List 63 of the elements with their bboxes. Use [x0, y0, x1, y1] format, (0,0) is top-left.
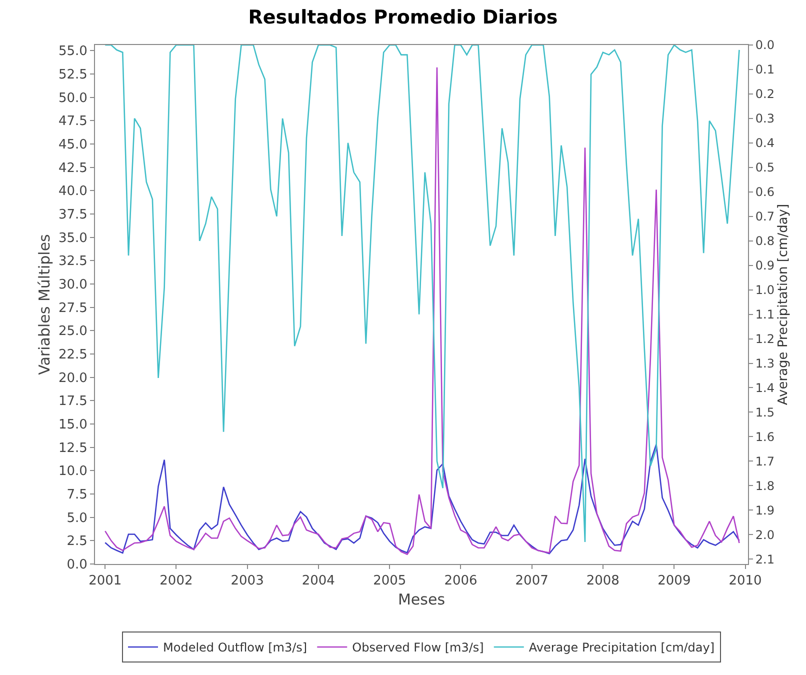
- y-tick-label: 55.0: [58, 44, 88, 60]
- legend-label: Modeled Outflow [m3/s]: [163, 640, 308, 655]
- y2-tick-label: 1.3: [755, 356, 774, 370]
- y-tick-label: 37.5: [58, 208, 88, 223]
- x-tick-label: 2006: [444, 574, 478, 589]
- y2-tick-label: 0.5: [755, 160, 774, 175]
- y2-tick-label: 0.0: [755, 38, 774, 52]
- legend-label: Observed Flow [m3/s]: [352, 640, 484, 655]
- y-tick-label: 52.5: [58, 67, 88, 82]
- y-tick-label: 12.5: [58, 440, 88, 456]
- y-tick-label: 2.5: [66, 534, 88, 550]
- y2-tick-label: 2.1: [755, 552, 774, 566]
- y2-tick-label: 1.7: [755, 454, 774, 468]
- x-axis-title: Meses: [398, 590, 446, 609]
- y2-tick-label: 1.0: [755, 283, 774, 298]
- y-tick-label: 7.5: [66, 488, 88, 503]
- y-tick-label: 25.0: [58, 324, 88, 340]
- y-tick-label: 5.0: [66, 510, 88, 526]
- y-tick-label: 27.5: [58, 300, 88, 316]
- y2-tick-label: 0.7: [755, 210, 774, 224]
- y2-tick-label: 0.3: [755, 112, 774, 126]
- y-tick-label: 32.5: [58, 254, 88, 270]
- x-tick-label: 2002: [160, 574, 193, 589]
- y-axis-title: Variables Múltiples: [36, 234, 54, 375]
- y-tick-label: 30.0: [58, 278, 88, 293]
- y-tick-label: 47.5: [58, 114, 88, 130]
- y2-tick-label: 1.6: [755, 430, 774, 444]
- y-tick-label: 17.5: [58, 394, 88, 410]
- x-tick-label: 2009: [658, 574, 691, 589]
- y2-axis-title: Average Precipitation [cm/day]: [776, 204, 792, 406]
- x-tick-label: 2001: [88, 574, 122, 589]
- y2-tick-label: 0.8: [755, 234, 774, 248]
- chart-title: Resultados Promedio Diarios: [248, 6, 558, 28]
- y2-tick-label: 1.8: [755, 478, 774, 493]
- y-tick-label: 40.0: [58, 184, 88, 200]
- x-tick-label: 2007: [515, 574, 548, 589]
- legend-label: Average Precipitation [cm/day]: [528, 640, 715, 655]
- x-tick-label: 2005: [373, 574, 406, 589]
- y2-tick-label: 1.9: [755, 503, 774, 518]
- y2-tick-label: 1.5: [755, 405, 774, 420]
- x-tick-label: 2008: [586, 574, 620, 589]
- y-tick-label: 50.0: [58, 90, 88, 106]
- x-tick-label: 2010: [728, 574, 762, 589]
- y2-tick-label: 2.0: [755, 528, 774, 542]
- y-tick-label: 35.0: [58, 230, 88, 246]
- x-tick-label: 2003: [230, 574, 264, 589]
- y-tick-label: 42.5: [58, 160, 88, 176]
- y-tick-label: 0.0: [66, 558, 88, 573]
- y2-tick-label: 1.1: [755, 307, 774, 322]
- y-tick-label: 20.0: [58, 370, 88, 386]
- x-tick-label: 2004: [302, 574, 335, 589]
- y-tick-label: 15.0: [58, 418, 88, 433]
- y2-tick-label: 1.4: [755, 380, 774, 395]
- y2-tick-label: 0.2: [755, 87, 774, 102]
- y-tick-label: 22.5: [58, 348, 88, 363]
- y2-tick-label: 0.6: [755, 185, 774, 200]
- y2-tick-label: 0.1: [755, 62, 774, 77]
- y-tick-label: 45.0: [58, 138, 88, 152]
- line-series: [104, 444, 740, 554]
- y2-tick-label: 1.2: [755, 332, 774, 346]
- y-tick-label: 10.0: [58, 464, 88, 480]
- y2-tick-label: 0.4: [755, 136, 774, 150]
- y2-tick-label: 0.9: [755, 258, 774, 273]
